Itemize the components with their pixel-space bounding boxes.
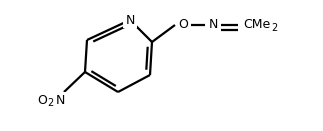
Text: N: N — [55, 94, 65, 107]
Text: O: O — [178, 18, 188, 31]
Text: 2: 2 — [47, 98, 53, 108]
Text: CMe: CMe — [243, 18, 270, 31]
Text: O: O — [37, 94, 47, 107]
Text: N: N — [125, 13, 135, 26]
Text: N: N — [208, 18, 218, 31]
Text: 2: 2 — [271, 23, 277, 33]
